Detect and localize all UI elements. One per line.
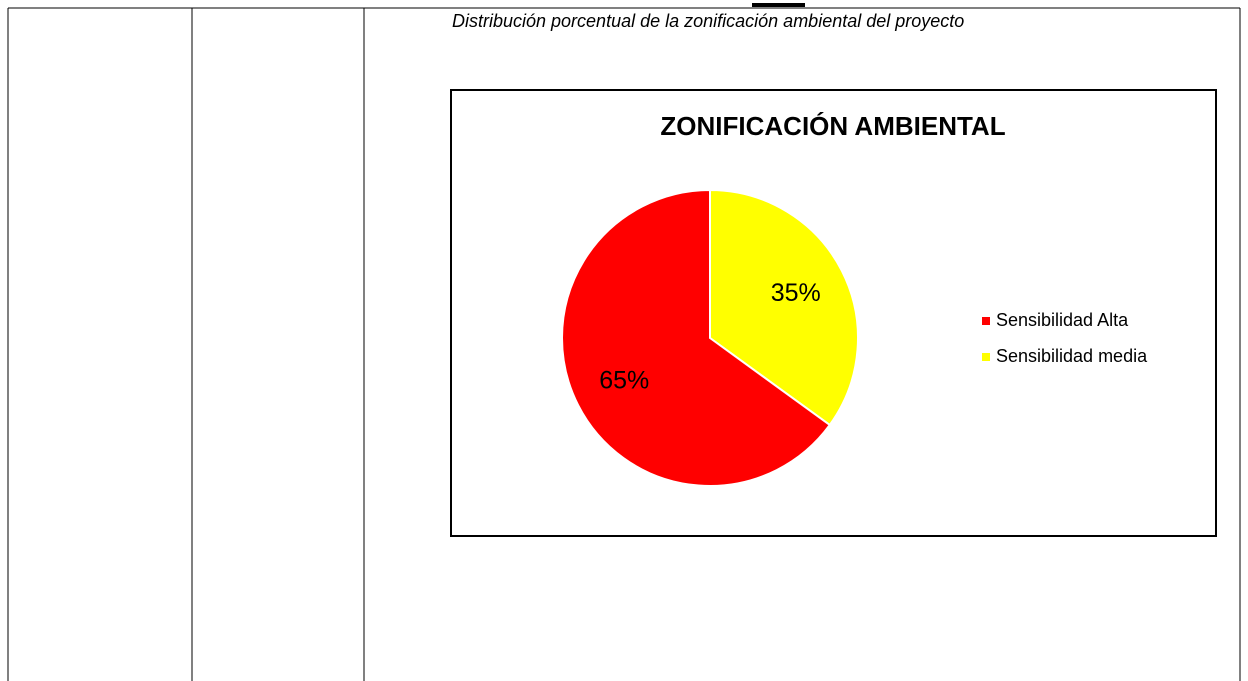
- legend-label: Sensibilidad media: [996, 346, 1148, 366]
- legend-label: Sensibilidad Alta: [996, 310, 1129, 330]
- chart-title: ZONIFICACIÓN AMBIENTAL: [660, 111, 1005, 141]
- pie: 35% 65%: [561, 188, 859, 487]
- legend-swatch: [982, 353, 990, 361]
- legend-swatch: [982, 317, 990, 325]
- pie-slice: [561, 188, 832, 487]
- data-label: 65%: [599, 366, 649, 394]
- legend: Sensibilidad Alta Sensibilidad media: [982, 310, 1148, 366]
- caption: Distribución porcentual de la zonificaci…: [452, 11, 964, 31]
- data-label: 35%: [771, 279, 821, 307]
- pie-slice: [709, 188, 859, 427]
- marker: [752, 3, 805, 7]
